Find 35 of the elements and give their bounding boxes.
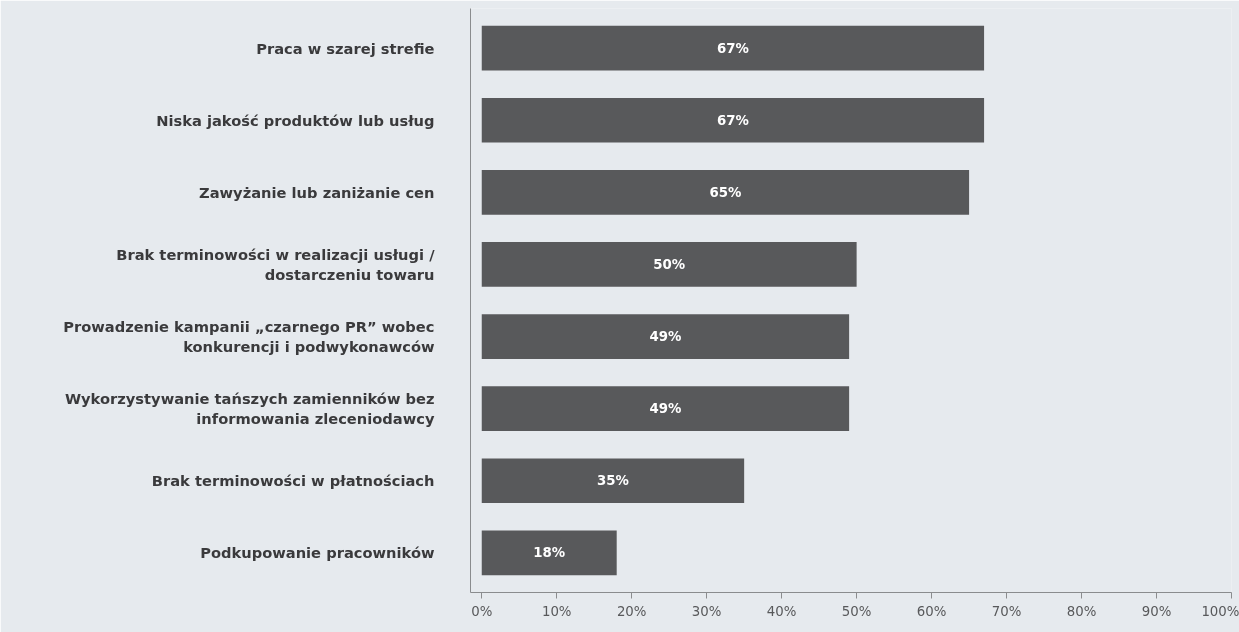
bar bbox=[481, 25, 985, 71]
x-tick-label: 10% bbox=[541, 603, 572, 619]
x-tick-label: 50% bbox=[841, 603, 872, 619]
y-tick-label: Zawyżanie lub zaniżanie cen bbox=[199, 183, 435, 201]
y-tick-label: Brak terminowości w realizacji usługi / dostarczeniu towaru bbox=[116, 245, 436, 284]
y-tick-label: Wykorzystywanie tańszych zamienników bez informowania zleceniodawcy bbox=[64, 389, 435, 428]
x-tick-label: 100% bbox=[1201, 603, 1239, 619]
x-tick-label: 0% bbox=[471, 603, 493, 619]
data-label: 67% bbox=[716, 40, 749, 56]
x-tick-label: 70% bbox=[991, 603, 1022, 619]
bar bbox=[481, 386, 850, 431]
bar bbox=[481, 314, 850, 359]
x-tick-label: 90% bbox=[1141, 603, 1172, 619]
y-tick-label: Brak terminowości w płatnościach bbox=[151, 472, 435, 490]
y-tick-label: Podkupowanie pracowników bbox=[200, 544, 435, 562]
bar bbox=[481, 97, 985, 143]
data-label: 67% bbox=[716, 112, 749, 128]
data-label: 49% bbox=[649, 329, 682, 345]
y-tick-label: Praca w szarej strefie bbox=[256, 39, 435, 57]
bar bbox=[481, 530, 617, 576]
x-tick-label: 40% bbox=[766, 603, 797, 619]
bar bbox=[481, 242, 857, 287]
y-tick-label: Niska jakość produktów lub usług bbox=[156, 111, 435, 129]
x-tick-label: 60% bbox=[916, 603, 947, 619]
x-tick-label: 80% bbox=[1066, 603, 1097, 619]
data-label: 50% bbox=[653, 256, 686, 272]
x-tick-label: 30% bbox=[691, 603, 722, 619]
bar bbox=[481, 458, 745, 504]
x-tick-label: 20% bbox=[616, 603, 647, 619]
bar bbox=[481, 170, 970, 215]
y-tick-label: Prowadzenie kampanii „czarnego PR” wobec konkurencji i podwykonawców bbox=[63, 317, 435, 356]
data-label: 65% bbox=[709, 184, 742, 200]
data-label: 49% bbox=[649, 401, 682, 417]
data-label: 18% bbox=[533, 545, 566, 561]
data-label: 35% bbox=[597, 473, 629, 489]
